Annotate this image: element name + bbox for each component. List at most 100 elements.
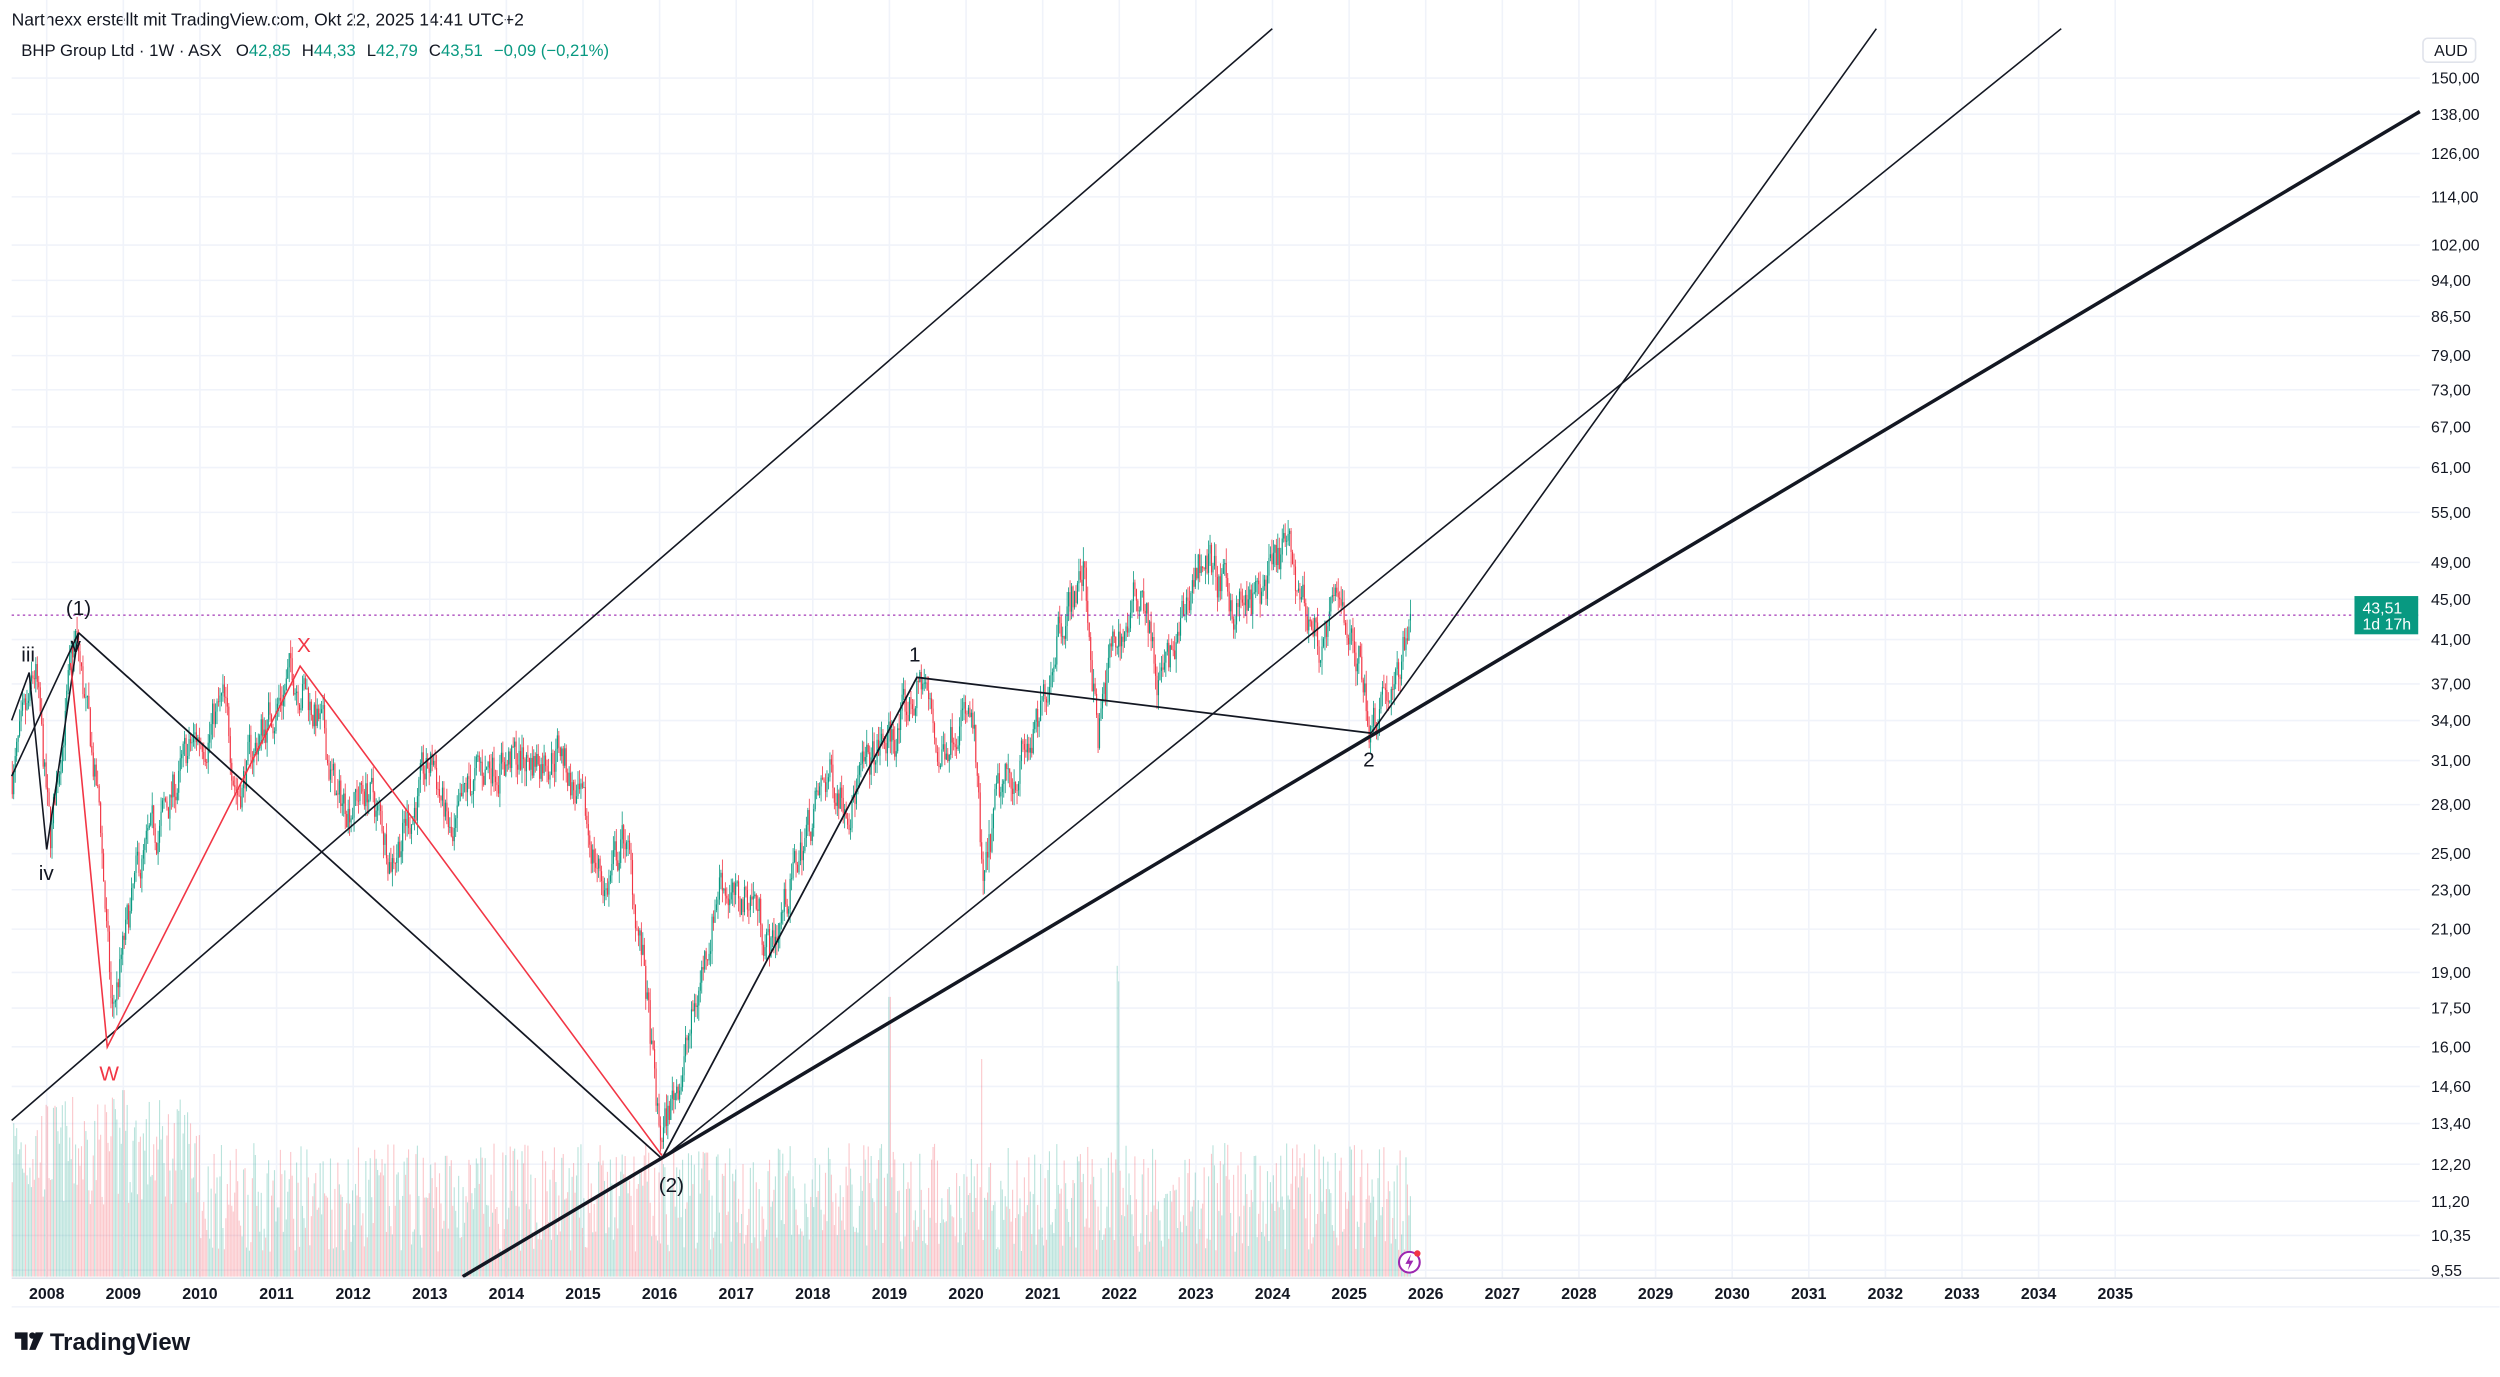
volume-bar [256, 1205, 258, 1277]
candle-body [945, 753, 947, 760]
candle-body [740, 899, 743, 915]
volume-bar [860, 1175, 862, 1277]
wave-impulse-left[interactable] [10, 632, 80, 850]
channel-line-upper[interactable] [11, 28, 1273, 1122]
candle-body [550, 753, 553, 775]
volume-bar [590, 1183, 592, 1277]
volume-bar [189, 1123, 192, 1277]
volume-bar [147, 1184, 149, 1277]
volume-bar [704, 1153, 706, 1277]
candle-body [136, 851, 139, 856]
candle-body [1390, 689, 1392, 702]
volume-bar [1010, 1221, 1012, 1277]
currency-button[interactable]: AUD [2422, 37, 2477, 63]
candle-body [226, 698, 228, 707]
volume-bar [1187, 1173, 1189, 1277]
price-label: 19,00 [2431, 965, 2471, 982]
volume-bar [981, 1059, 983, 1277]
tradingview-logo[interactable]: TradingView [14, 1329, 191, 1356]
candle-body [1138, 610, 1140, 612]
candle-body [1384, 688, 1386, 691]
volume-bar [816, 1197, 818, 1277]
volume-bar [848, 1143, 850, 1277]
line-left-impulse[interactable] [10, 632, 80, 777]
line-1-to-2-major[interactable] [78, 632, 663, 1160]
volume-bar [785, 1176, 787, 1277]
volume-bar [209, 1238, 211, 1277]
volume-bar [1328, 1189, 1330, 1277]
candle-body [319, 713, 321, 720]
candle-body [394, 862, 396, 864]
candle-body [192, 734, 195, 743]
candle-body [338, 780, 340, 795]
candle-body [820, 777, 822, 787]
candle-body [957, 745, 959, 749]
candle-body [1000, 792, 1002, 797]
legend-open-label: O [236, 41, 249, 60]
volume-bar [70, 1159, 72, 1277]
trendline-steep[interactable] [1370, 28, 1877, 734]
volume-bar [1405, 1157, 1407, 1277]
candle-body [1330, 597, 1332, 612]
volume-bar [845, 1166, 847, 1277]
candle-body [1112, 631, 1114, 647]
volume-bar [908, 1188, 911, 1277]
volume-bar [1175, 1189, 1177, 1277]
candle-body [547, 771, 550, 780]
volume-bar [701, 1168, 703, 1277]
candle-body [1364, 683, 1366, 693]
volume-bar [1381, 1207, 1383, 1277]
candle-body [402, 822, 404, 852]
volume-bar [125, 1130, 127, 1277]
candle-body [350, 818, 352, 823]
volume-bar [1318, 1149, 1320, 1277]
volume-bar [1359, 1176, 1361, 1277]
lightning-icon[interactable] [1397, 1250, 1421, 1274]
candle-body [567, 772, 569, 786]
volume-bar [808, 1239, 810, 1277]
volume-bar [618, 1196, 620, 1277]
volume-bar [128, 1202, 130, 1277]
price-axis[interactable] [2421, 28, 2500, 1282]
drawings[interactable] [10, 28, 2421, 1279]
volume-bar [1263, 1236, 1266, 1277]
candle-body [1347, 638, 1350, 645]
volume-bar [24, 1144, 27, 1277]
candle-body [1150, 621, 1152, 642]
volume-bar [864, 1159, 866, 1277]
candle-body [732, 882, 734, 893]
volume-bar [798, 1234, 800, 1277]
volume-bar [1373, 1196, 1375, 1277]
time-axis-labels[interactable]: 2008 2009 2010 2011 2012 2013 2014 2015 2016 2017… [29, 1286, 2133, 1303]
volume-bar [547, 1221, 550, 1277]
volume-bar [1070, 1197, 1073, 1277]
candle-body [783, 888, 785, 912]
volume-bar [1244, 1174, 1246, 1277]
candle-body [276, 703, 278, 712]
candle-body [583, 787, 585, 789]
candle-body [1396, 662, 1398, 669]
candle-body [1213, 555, 1216, 566]
volume-bar [1082, 1173, 1084, 1277]
candle-body [260, 719, 262, 736]
wxy-correction[interactable] [69, 662, 663, 1156]
candle-body [838, 793, 840, 809]
volume-bar [1109, 1227, 1111, 1277]
volume-bar [814, 1158, 816, 1277]
volume-bar [633, 1156, 635, 1277]
candle-body [1076, 583, 1078, 604]
candle-body [527, 754, 529, 758]
volume-bar [1032, 1194, 1034, 1277]
volume-bar [1358, 1226, 1360, 1277]
trendline-middle[interactable] [661, 28, 2062, 1160]
trendline-thick[interactable] [461, 110, 2421, 1279]
volume-bar [575, 1175, 578, 1277]
volume-bar [418, 1196, 420, 1277]
candle-body [1185, 597, 1188, 615]
legend[interactable]: BHP Group Ltd · 1W · ASX O42,85 H44,33 L… [21, 41, 609, 60]
candle-body [631, 860, 634, 895]
wave-2-to-1-to-2[interactable] [661, 676, 1372, 1160]
label-wave-2-minor: 2 [1363, 749, 1375, 772]
candle-body [1034, 721, 1036, 730]
